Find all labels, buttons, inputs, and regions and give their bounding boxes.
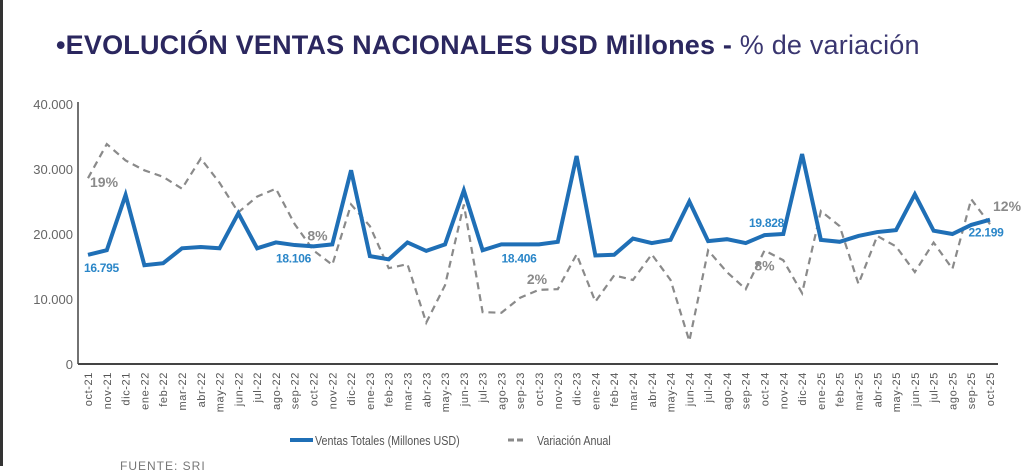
x-tick-label: ago-24	[722, 372, 734, 410]
x-tick-label: may-22	[215, 372, 227, 412]
x-tick-label: jul-25	[929, 372, 941, 404]
x-tick-label: mar-24	[628, 372, 640, 410]
x-tick-label: nov-23	[553, 372, 565, 409]
x-tick-label: dic-23	[572, 372, 584, 406]
x-tick-label: may-25	[891, 372, 903, 412]
variacion-data-label: 2%	[527, 271, 548, 287]
x-tick-label: oct-25	[985, 372, 997, 406]
x-tick-label: jul-24	[703, 372, 715, 404]
x-tick-label: feb-23	[384, 372, 396, 407]
x-tick-label: feb-25	[835, 372, 847, 407]
x-tick-label: abr-23	[421, 372, 433, 407]
x-tick-label: jul-23	[478, 372, 490, 404]
legend-ventas-label: Ventas Totales (Millones USD)	[315, 434, 460, 448]
x-tick-label: mar-25	[853, 372, 865, 410]
y-tick-label: 30.000	[33, 162, 73, 177]
x-tick-label: abr-22	[196, 372, 208, 407]
x-tick-label: sep-23	[515, 372, 527, 409]
x-tick-label: jun-22	[233, 372, 245, 407]
x-tick-label: abr-24	[647, 372, 659, 407]
variacion-data-label: 19%	[90, 174, 119, 190]
x-tick-label: jun-25	[910, 372, 922, 407]
x-tick-label: ene-25	[816, 372, 828, 410]
x-tick-label: jun-23	[459, 372, 471, 407]
x-tick-label: ago-23	[496, 372, 508, 410]
x-tick-label: oct-24	[760, 372, 772, 406]
ventas-totales-line	[88, 154, 990, 265]
y-tick-label: 20.000	[33, 227, 73, 242]
x-tick-label: dic-21	[121, 372, 133, 406]
x-tick-label: abr-25	[872, 372, 884, 407]
y-tick-label: 40.000	[33, 97, 73, 112]
x-tick-label: ene-24	[590, 372, 602, 410]
y-tick-label: 10.000	[33, 292, 73, 307]
x-tick-label: ago-25	[947, 372, 959, 410]
ventas-data-label: 16.795	[84, 261, 120, 275]
x-tick-label: oct-22	[309, 372, 321, 406]
ventas-data-label: 18.406	[502, 251, 538, 265]
x-tick-label: jul-22	[252, 372, 264, 404]
x-tick-label: oct-23	[534, 372, 546, 406]
x-tick-label: ago-22	[271, 372, 283, 410]
x-tick-label: mar-22	[177, 372, 189, 410]
ventas-data-label: 19.828	[749, 216, 785, 230]
x-tick-label: nov-21	[102, 372, 114, 409]
x-tick-label: jun-24	[684, 372, 696, 407]
x-tick-label: sep-24	[741, 372, 753, 409]
x-tick-label: sep-22	[290, 372, 302, 409]
x-tick-label: mar-23	[402, 372, 414, 410]
y-tick-label: 0	[66, 357, 73, 372]
x-tick-label: nov-24	[778, 372, 790, 409]
x-tick-label: dic-24	[797, 372, 809, 406]
x-tick-label: sep-25	[966, 372, 978, 409]
x-tick-label: oct-21	[83, 372, 95, 406]
legend-variacion-label: Variación Anual	[537, 434, 611, 448]
variacion-data-label: 8%	[307, 227, 328, 243]
x-tick-label: feb-22	[158, 372, 170, 407]
x-tick-label: ene-23	[365, 372, 377, 410]
x-tick-label: feb-24	[609, 372, 621, 407]
x-tick-label: ene-22	[139, 372, 151, 410]
ventas-data-label: 18.106	[276, 251, 312, 265]
ventas-data-label: 22.199	[969, 226, 1005, 240]
variacion-data-label: 12%	[993, 198, 1022, 214]
source-note: FUENTE: SRI	[120, 459, 206, 473]
variacion-data-label: 8%	[754, 257, 775, 273]
x-tick-label: nov-22	[327, 372, 339, 409]
x-tick-label: may-23	[440, 372, 452, 412]
x-tick-label: dic-22	[346, 372, 358, 406]
x-tick-label: may-24	[666, 372, 678, 412]
